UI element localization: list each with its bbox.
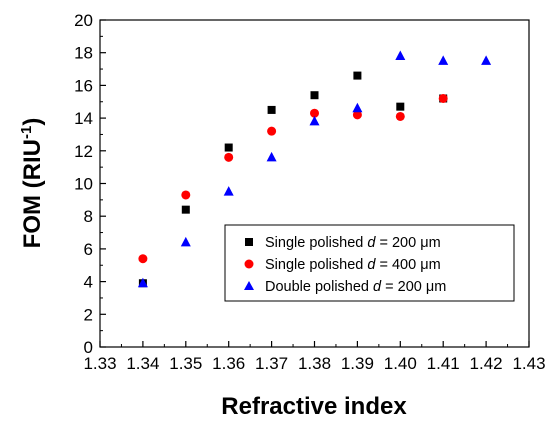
y-tick-label: 8 <box>84 207 93 226</box>
legend: Single polished d = 200 μm Single polish… <box>224 224 515 302</box>
data-point-series-1 <box>310 91 319 100</box>
legend-label-double-200: Double polished d = 200 μm <box>265 279 446 295</box>
x-tick-label: 1.42 <box>470 354 503 373</box>
data-point-series-2 <box>438 93 448 103</box>
y-tick-label: 4 <box>84 273 93 292</box>
x-tick-label: 1.40 <box>384 354 417 373</box>
y-tick-label: 12 <box>74 142 93 161</box>
legend-circle-marker <box>244 259 254 269</box>
data-point-series-2 <box>181 190 191 200</box>
legend-entry-single-200: Single polished d = 200 μm <box>245 235 441 251</box>
data-points <box>137 50 492 288</box>
axis-ticks: 1.33 1.34 1.35 1.36 1.37 1.38 1.39 1.40 1.41 1.42… <box>74 11 545 373</box>
x-tick-label: 1.35 <box>169 354 202 373</box>
legend-entry-double-200: Double polished d = 200 μm <box>244 279 446 295</box>
data-point-series-3 <box>481 55 492 65</box>
data-point-series-3 <box>395 50 406 60</box>
x-tick-label: 1.37 <box>255 354 288 373</box>
data-point-series-1 <box>224 143 233 152</box>
legend-triangle-marker <box>244 281 254 290</box>
x-tick-label: 1.34 <box>126 354 159 373</box>
data-point-series-3 <box>223 186 234 196</box>
x-tick-label: 1.39 <box>341 354 374 373</box>
data-point-series-3 <box>352 102 363 113</box>
x-tick-label: 1.38 <box>298 354 331 373</box>
data-point-series-2 <box>224 152 234 162</box>
data-point-series-3 <box>309 115 320 126</box>
data-point-series-1 <box>353 71 362 80</box>
y-tick-label: 6 <box>84 240 93 259</box>
y-tick-label: 0 <box>84 338 93 357</box>
data-point-series-1 <box>396 102 405 111</box>
x-axis-title: Refractive index <box>221 393 407 420</box>
legend-label-single-200: Single polished d = 200 μm <box>265 235 441 251</box>
y-tick-label: 16 <box>74 76 93 95</box>
y-tick-label: 18 <box>74 44 93 63</box>
data-point-series-3 <box>266 151 277 162</box>
data-point-series-3 <box>137 277 148 288</box>
legend-label-single-400: Single polished d = 400 μm <box>265 257 441 273</box>
y-axis-title: FOM (RIU-1) <box>18 118 46 249</box>
legend-entry-single-400: Single polished d = 400 μm <box>244 257 441 273</box>
x-tick-label: 1.36 <box>212 354 245 373</box>
data-point-series-1 <box>267 105 276 114</box>
y-tick-label: 20 <box>74 11 93 30</box>
data-point-series-2 <box>395 111 405 121</box>
data-point-series-2 <box>138 254 148 264</box>
legend-box <box>224 224 515 302</box>
data-point-series-2 <box>352 110 362 120</box>
data-point-series-1 <box>181 205 190 214</box>
plot-frame <box>99 19 530 348</box>
y-tick-label: 14 <box>74 109 93 128</box>
data-point-series-2 <box>267 126 277 136</box>
y-tick-label: 2 <box>84 305 93 324</box>
x-tick-label: 1.33 <box>83 354 116 373</box>
data-point-series-2 <box>310 108 319 118</box>
data-point-series-3 <box>438 55 449 65</box>
data-point-series-3 <box>180 236 191 247</box>
legend-square-marker <box>245 238 253 246</box>
x-tick-label: 1.41 <box>427 354 460 373</box>
y-tick-label: 10 <box>74 175 93 194</box>
x-tick-label: 1.43 <box>512 354 545 373</box>
